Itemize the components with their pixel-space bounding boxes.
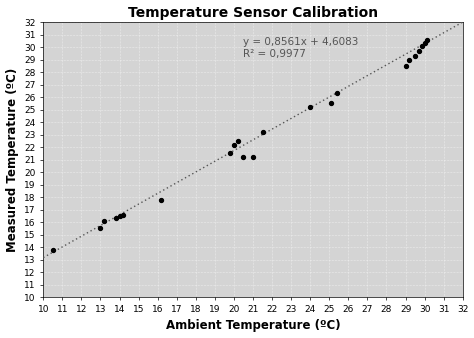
Y-axis label: Measured Temperature (ºC): Measured Temperature (ºC) bbox=[6, 68, 18, 252]
Point bbox=[158, 197, 165, 202]
Text: y = 0,8561x + 4,6083
R² = 0,9977: y = 0,8561x + 4,6083 R² = 0,9977 bbox=[244, 37, 359, 59]
Point bbox=[240, 154, 247, 160]
Point bbox=[249, 154, 257, 160]
Point bbox=[97, 226, 104, 231]
Point bbox=[406, 57, 413, 62]
Point bbox=[112, 216, 119, 221]
Point bbox=[328, 101, 335, 106]
Point bbox=[230, 142, 238, 147]
Point bbox=[306, 104, 314, 110]
Point bbox=[402, 63, 410, 69]
Point bbox=[49, 247, 56, 252]
Point bbox=[234, 138, 242, 144]
Point bbox=[100, 218, 108, 224]
Point bbox=[226, 151, 234, 156]
Point bbox=[415, 48, 423, 54]
Point bbox=[418, 43, 426, 49]
X-axis label: Ambient Temperature (ºC): Ambient Temperature (ºC) bbox=[166, 319, 340, 333]
Title: Temperature Sensor Calibration: Temperature Sensor Calibration bbox=[128, 5, 378, 20]
Point bbox=[411, 53, 419, 58]
Point bbox=[423, 37, 430, 42]
Point bbox=[421, 41, 428, 46]
Point bbox=[333, 91, 341, 96]
Point bbox=[116, 213, 123, 219]
Point bbox=[259, 129, 266, 135]
Point bbox=[119, 212, 127, 217]
